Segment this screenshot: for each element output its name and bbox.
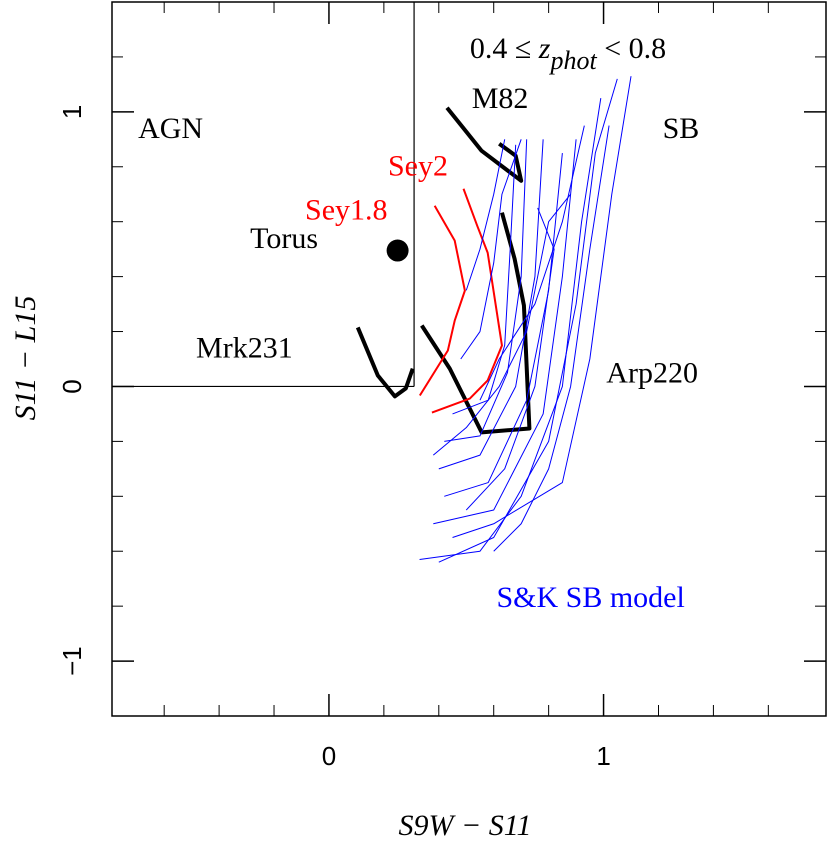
- model-track: [493, 125, 610, 552]
- model-track: [432, 193, 571, 456]
- template-track: [431, 188, 503, 414]
- model-track: [452, 76, 632, 538]
- model-track: [452, 144, 517, 415]
- chart-title: 0.4 ≤ zphot < 0.8: [470, 32, 666, 75]
- y-tick-label: 1: [57, 105, 87, 119]
- model-track: [433, 139, 577, 525]
- series-label: Mrk231: [196, 331, 293, 364]
- title-part: < 0.8: [597, 32, 666, 65]
- model-track: [444, 152, 563, 497]
- series-label: S&K SB model: [496, 581, 684, 614]
- template-track: [355, 326, 415, 399]
- point: [386, 239, 409, 262]
- region-label: SB: [663, 112, 700, 145]
- title-part: 0.4 ≤: [470, 32, 539, 65]
- title-part: phot: [548, 46, 597, 75]
- y-axis-label: S11 − L15: [9, 296, 42, 421]
- plot-frame: [111, 1, 827, 717]
- x-tick-label: 1: [596, 741, 610, 771]
- model-track: [460, 139, 522, 360]
- title-part: z: [538, 32, 551, 65]
- template-track: [418, 205, 466, 397]
- template-track: [420, 212, 532, 435]
- model-track: [438, 139, 544, 470]
- series-label: Arp220: [606, 356, 698, 389]
- model-track: [419, 98, 602, 560]
- template-track: [445, 106, 524, 183]
- series-label: Sey2: [388, 150, 448, 183]
- model-track: [438, 78, 618, 563]
- model-track: [465, 207, 555, 511]
- x-axis-label: S9W − S11: [398, 809, 531, 842]
- y-tick-label: 0: [57, 379, 87, 393]
- model-track: [479, 125, 585, 401]
- series-label: Sey1.8: [305, 194, 388, 227]
- y-tick-label: −1: [57, 646, 87, 676]
- x-tick-label: 0: [322, 741, 336, 771]
- model-track: [465, 139, 506, 291]
- region-label: AGN: [138, 112, 203, 145]
- model-track: [444, 139, 528, 442]
- series-label: M82: [472, 82, 529, 115]
- point-label: Torus: [250, 222, 318, 255]
